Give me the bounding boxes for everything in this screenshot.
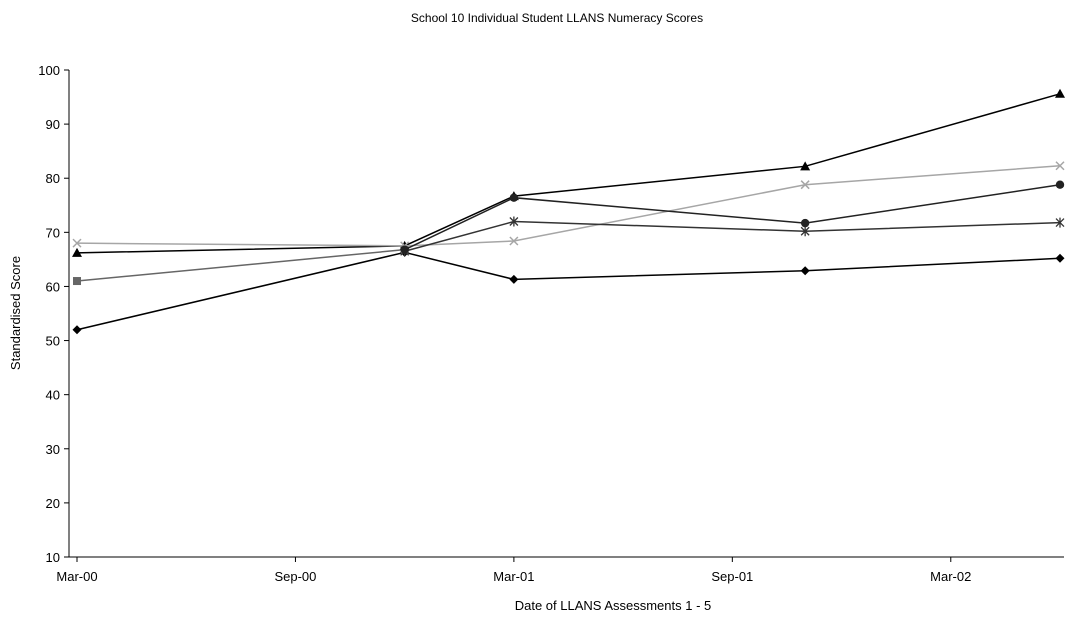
data-point [1055, 217, 1065, 228]
series-layer [72, 88, 1065, 335]
series-line [76, 93, 1061, 254]
series-5 [400, 216, 1065, 257]
x-tick-label: Sep-01 [711, 569, 753, 584]
y-axis-label: Standardised Score [8, 256, 23, 370]
series-3 [72, 88, 1065, 257]
y-tick-label: 10 [46, 550, 60, 565]
y-tick-label: 70 [46, 225, 60, 240]
y-tick-label: 20 [46, 496, 60, 511]
y-tick-label: 90 [46, 117, 60, 132]
data-point [509, 216, 519, 227]
y-tick-label: 30 [46, 442, 60, 457]
x-tick-label: Mar-01 [493, 569, 534, 584]
series-6 [400, 180, 1065, 254]
data-point [72, 238, 82, 248]
data-point [72, 247, 82, 257]
series-line [76, 165, 1061, 247]
x-axis-label: Date of LLANS Assessments 1 - 5 [515, 598, 712, 613]
data-point [1055, 161, 1065, 171]
y-tick-label: 100 [38, 63, 60, 78]
chart-title: School 10 Individual Student LLANS Numer… [411, 11, 703, 25]
data-point [73, 277, 81, 286]
data-point [509, 193, 519, 202]
x-tick-label: Mar-00 [56, 569, 97, 584]
data-point [800, 266, 810, 276]
y-tick-label: 80 [46, 171, 60, 186]
data-point [1055, 88, 1065, 98]
data-point [509, 236, 519, 246]
y-tick-label: 60 [46, 279, 60, 294]
series-1 [72, 247, 1065, 335]
data-point [400, 245, 409, 254]
data-point [800, 218, 810, 228]
data-point [800, 161, 811, 171]
y-ticks: 10 20 30 40 50 60 70 80 90 100 [38, 63, 69, 565]
data-point [800, 180, 810, 190]
series-line [404, 183, 1061, 251]
y-tick-label: 50 [46, 334, 60, 349]
series-line [76, 248, 405, 282]
data-point [509, 274, 519, 284]
x-ticks: Mar-00 Sep-00 Mar-01 Sep-01 Mar-02 [56, 557, 971, 584]
axes [68, 70, 1064, 558]
y-tick-label: 40 [46, 388, 60, 403]
data-point [1055, 180, 1065, 189]
data-point [72, 325, 82, 335]
data-point [1055, 253, 1065, 263]
x-tick-label: Mar-02 [930, 569, 971, 584]
series-line [404, 220, 1061, 252]
series-line [76, 251, 1061, 331]
data-point [800, 226, 810, 237]
x-tick-label: Sep-00 [274, 569, 316, 584]
